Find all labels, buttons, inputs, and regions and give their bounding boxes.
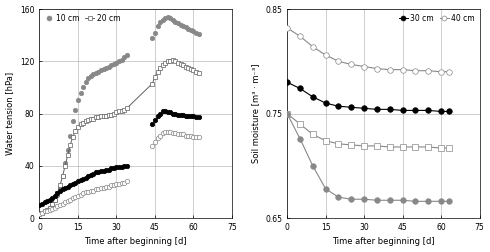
Y-axis label: Soil moisture [m³ · m⁻³]: Soil moisture [m³ · m⁻³] [251,64,260,163]
Legend: 30 cm, 40 cm: 30 cm, 40 cm [398,13,476,23]
X-axis label: Time after beginning [d]: Time after beginning [d] [84,237,187,246]
Legend: 10 cm, 20 cm: 10 cm, 20 cm [43,13,121,23]
Y-axis label: Water tension [hPa]: Water tension [hPa] [5,72,15,155]
X-axis label: Time after beginning [d]: Time after beginning [d] [332,237,435,246]
